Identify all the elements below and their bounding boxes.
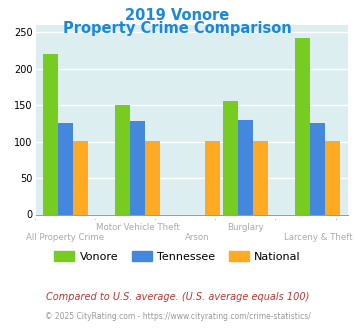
Text: Arson: Arson: [185, 233, 210, 242]
Text: Larceny & Theft: Larceny & Theft: [284, 233, 352, 242]
Bar: [310, 122, 326, 214]
Bar: [145, 141, 160, 214]
Bar: [43, 54, 58, 214]
Bar: [73, 141, 88, 214]
Bar: [205, 141, 220, 214]
Bar: [238, 120, 253, 214]
Bar: [130, 121, 145, 214]
Bar: [295, 38, 310, 214]
Text: All Property Crime: All Property Crime: [27, 233, 105, 242]
Text: Motor Vehicle Theft: Motor Vehicle Theft: [96, 223, 180, 232]
Text: © 2025 CityRating.com - https://www.cityrating.com/crime-statistics/: © 2025 CityRating.com - https://www.city…: [45, 312, 310, 321]
Text: Compared to U.S. average. (U.S. average equals 100): Compared to U.S. average. (U.S. average …: [46, 292, 309, 302]
Bar: [326, 141, 340, 214]
Bar: [115, 105, 130, 214]
Legend: Vonore, Tennessee, National: Vonore, Tennessee, National: [50, 247, 305, 267]
Text: Burglary: Burglary: [228, 223, 264, 232]
Bar: [58, 122, 73, 214]
Bar: [253, 141, 268, 214]
Text: Property Crime Comparison: Property Crime Comparison: [63, 21, 292, 36]
Text: 2019 Vonore: 2019 Vonore: [125, 8, 230, 23]
Bar: [223, 101, 238, 214]
